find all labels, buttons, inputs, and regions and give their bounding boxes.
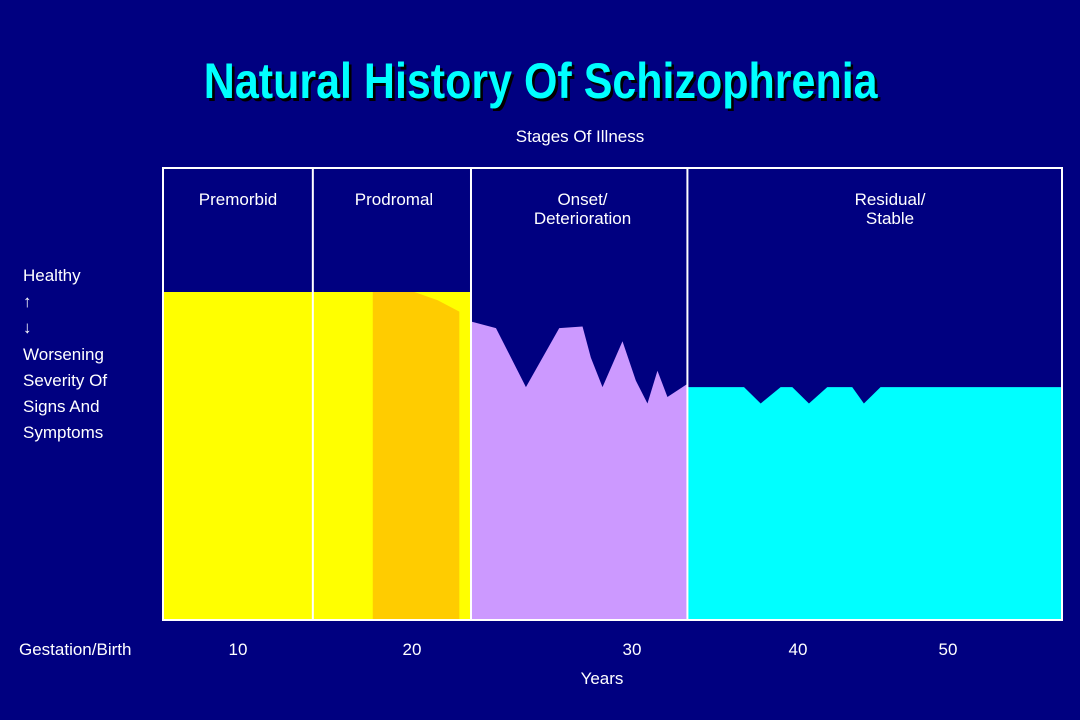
x-origin-label: Gestation/Birth <box>19 640 132 659</box>
area-residual <box>687 387 1062 620</box>
y-label-signs: Signs And <box>23 397 100 416</box>
y-label-severity: Severity Of <box>23 371 108 390</box>
chart-frame <box>162 167 1063 621</box>
stage-label-residual: Residual/ Stable <box>854 190 926 228</box>
x-tick-50: 50 <box>938 640 958 659</box>
x-tick-30: 30 <box>622 640 642 659</box>
y-label-symptoms: Symptoms <box>23 423 104 442</box>
y-label-healthy: Healthy <box>23 266 81 285</box>
x-axis-label: Years <box>580 669 624 688</box>
y-label-worsening: Worsening <box>23 345 104 364</box>
area-onset <box>470 321 688 620</box>
x-tick-20: 20 <box>402 640 422 659</box>
stage-label-prodromal: Prodromal <box>354 190 434 209</box>
chart-title: Natural History Of Schizophrenia <box>203 53 878 109</box>
stage-label-onset: Onset/ Deterioration <box>533 190 632 228</box>
x-tick-40: 40 <box>788 640 808 659</box>
y-arrow-down: ↓ <box>23 318 32 337</box>
chart-border <box>162 167 1063 621</box>
stage-areas <box>163 292 1062 620</box>
stage-label-premorbid: Premorbid <box>198 190 278 209</box>
chart-subtitle: Stages Of Illness <box>515 127 645 146</box>
y-arrow-up: ↑ <box>23 292 32 311</box>
area-prodromal <box>372 292 460 620</box>
x-tick-10: 10 <box>228 640 248 659</box>
